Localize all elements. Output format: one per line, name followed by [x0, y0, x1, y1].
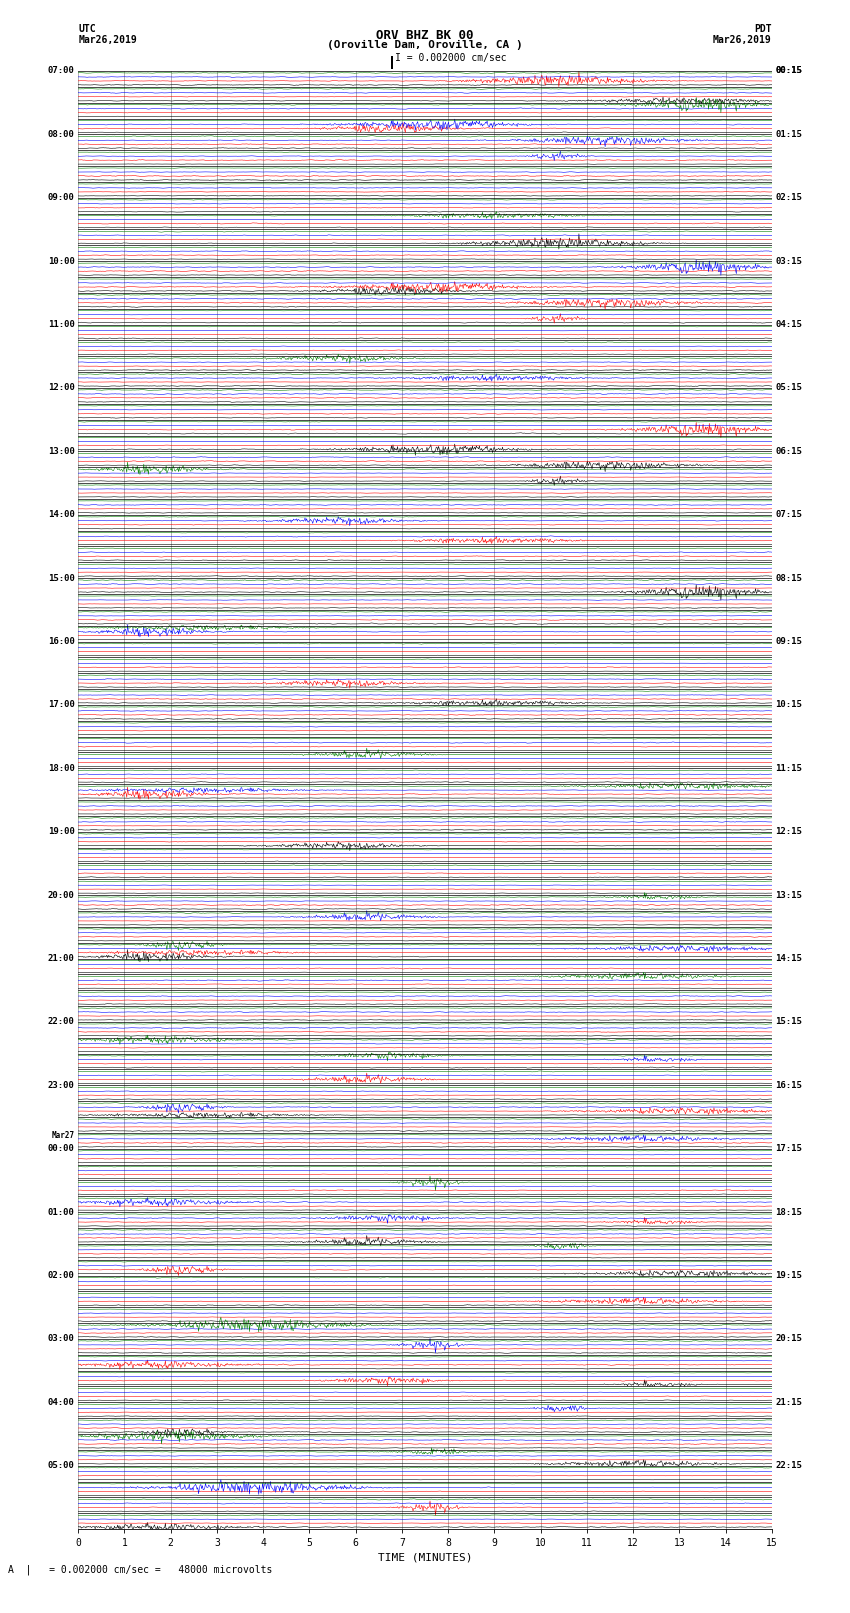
Text: 22:00: 22:00 [48, 1018, 75, 1026]
Text: 10:15: 10:15 [775, 700, 802, 710]
Text: 12:15: 12:15 [775, 827, 802, 836]
Text: 08:15: 08:15 [775, 574, 802, 582]
Text: I = 0.002000 cm/sec: I = 0.002000 cm/sec [395, 53, 507, 63]
Text: 17:00: 17:00 [48, 700, 75, 710]
Text: 15:15: 15:15 [775, 1018, 802, 1026]
Text: 06:15: 06:15 [775, 447, 802, 456]
Text: 16:15: 16:15 [775, 1081, 802, 1090]
Text: 00:00: 00:00 [48, 1144, 75, 1153]
Text: 21:00: 21:00 [48, 953, 75, 963]
Text: 22:15: 22:15 [775, 1461, 802, 1469]
Text: 18:15: 18:15 [775, 1208, 802, 1216]
Text: 10:00: 10:00 [48, 256, 75, 266]
Text: 17:15: 17:15 [775, 1144, 802, 1153]
Text: 04:00: 04:00 [48, 1398, 75, 1407]
Text: 02:00: 02:00 [48, 1271, 75, 1281]
Text: 01:15: 01:15 [775, 131, 802, 139]
Text: 20:00: 20:00 [48, 890, 75, 900]
Text: 15:00: 15:00 [48, 574, 75, 582]
Text: 03:00: 03:00 [48, 1334, 75, 1344]
Text: 04:15: 04:15 [775, 319, 802, 329]
Text: 20:15: 20:15 [775, 1334, 802, 1344]
Text: 14:00: 14:00 [48, 510, 75, 519]
Text: 08:00: 08:00 [48, 131, 75, 139]
Text: 07:15: 07:15 [775, 510, 802, 519]
Text: 19:15: 19:15 [775, 1271, 802, 1281]
Text: UTC: UTC [78, 24, 96, 34]
Text: 13:15: 13:15 [775, 890, 802, 900]
Text: ORV BHZ BK 00: ORV BHZ BK 00 [377, 29, 473, 42]
Text: Mar26,2019: Mar26,2019 [78, 35, 137, 45]
Text: 11:15: 11:15 [775, 765, 802, 773]
Text: 21:15: 21:15 [775, 1398, 802, 1407]
Text: 11:00: 11:00 [48, 319, 75, 329]
Text: 09:15: 09:15 [775, 637, 802, 647]
Text: 01:00: 01:00 [48, 1208, 75, 1216]
Text: PDT: PDT [754, 24, 772, 34]
Text: 07:00: 07:00 [48, 66, 75, 76]
Text: 05:15: 05:15 [775, 384, 802, 392]
Text: 14:15: 14:15 [775, 953, 802, 963]
Text: 00:15: 00:15 [775, 66, 802, 76]
Text: 12:00: 12:00 [48, 384, 75, 392]
X-axis label: TIME (MINUTES): TIME (MINUTES) [377, 1552, 473, 1563]
Text: 05:00: 05:00 [48, 1461, 75, 1469]
Text: Mar26,2019: Mar26,2019 [713, 35, 772, 45]
Text: 19:00: 19:00 [48, 827, 75, 836]
Text: A  |   = 0.002000 cm/sec =   48000 microvolts: A | = 0.002000 cm/sec = 48000 microvolts [8, 1565, 273, 1576]
Text: (Oroville Dam, Oroville, CA ): (Oroville Dam, Oroville, CA ) [327, 40, 523, 50]
Text: 00:15: 00:15 [775, 66, 802, 76]
Text: 16:00: 16:00 [48, 637, 75, 647]
Text: 02:15: 02:15 [775, 194, 802, 202]
Text: 13:00: 13:00 [48, 447, 75, 456]
Text: 03:15: 03:15 [775, 256, 802, 266]
Text: Mar27: Mar27 [52, 1131, 75, 1140]
Text: 18:00: 18:00 [48, 765, 75, 773]
Text: 23:00: 23:00 [48, 1081, 75, 1090]
Text: 09:00: 09:00 [48, 194, 75, 202]
